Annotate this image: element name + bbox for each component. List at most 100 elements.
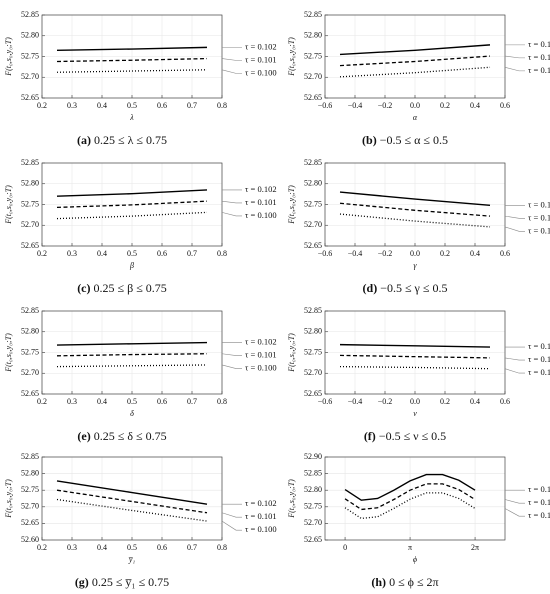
legend-label: τ = 0.101 [528,212,550,222]
y-tick-label: 52.65 [21,518,39,527]
x-axis-label: ν [413,409,417,418]
legend-label: τ = 0.101 [528,354,550,364]
x-axis-label: y̅₁ [128,555,136,564]
x-tick-label: −0.2 [378,249,393,258]
series-line [56,200,208,209]
series-line [56,46,208,51]
leader-line [504,508,525,517]
y-tick-label: 52.70 [21,368,39,377]
caption: (e) 0.25 ≤ δ ≤ 0.75 [77,429,166,443]
leader-line [221,58,242,61]
leader-line [221,364,242,369]
legend-label: τ = 0.101 [528,497,550,507]
series-line [339,354,491,359]
x-tick-label: 0.6 [500,397,510,406]
series-line [56,57,208,63]
x-tick-label: 0.0 [410,397,420,406]
series-line [344,492,476,520]
y-tick-label: 52.75 [304,199,322,208]
x-tick-label: −0.2 [378,397,393,406]
y-tick-label: 52.80 [304,179,322,188]
caption-label: (c) [77,281,90,295]
y-tick-label: 52.70 [304,72,322,81]
plot-frame [41,310,223,395]
x-axis-label: ϕ [413,555,417,564]
panel: 52.65 52.70 52.75 52.80 52.85 0.2 0.3 0.4 0.5 0.6… [4,10,277,147]
legend-label: τ = 0.102 [528,484,550,494]
y-tick-label: 52.65 [304,389,322,398]
caption-label: (b) [362,133,377,147]
x-tick-label: 0.3 [67,543,77,552]
x-tick-label: 0.6 [157,543,167,552]
x-tick-label: −0.4 [348,101,363,110]
y-axis-label: F(t₀,s₀,y₀;T) [287,185,296,225]
legend-label: τ = 0.100 [528,65,550,75]
legend-label: τ = 0.100 [528,510,550,520]
caption-text: 0.25 ≤ y̅₁ ≤ 0.75 [92,575,169,589]
legend-label: τ = 0.100 [245,524,277,534]
legend-label: τ = 0.102 [245,184,277,194]
series-line [339,343,491,348]
y-tick-label: 52.70 [21,72,39,81]
y-tick-label: 52.75 [21,199,39,208]
legend-label: τ = 0.100 [245,67,277,77]
series-line [339,213,491,228]
x-tick-label: 0.2 [37,249,47,258]
x-tick-label: 0.4 [97,101,107,110]
x-tick-label: 0.6 [500,249,510,258]
caption-label: (a) [77,133,91,147]
leader-line [504,226,525,232]
y-axis-label: F(t₀,s₀,y₀;T) [4,185,13,225]
x-axis-label: β [129,261,134,270]
x-tick-label: 0.6 [157,397,167,406]
x-tick-label: 0.0 [410,101,420,110]
legend-label: τ = 0.102 [245,336,277,346]
y-axis-label: F(t₀,s₀,y₀;T) [287,333,296,373]
y-tick-label: 52.85 [21,10,39,19]
y-tick-label: 52.65 [304,535,322,544]
x-tick-label: −0.6 [318,249,333,258]
series-line [56,341,208,346]
caption-text: −0.5 ≤ γ ≤ 0.5 [380,281,447,295]
caption: (h) 0 ≤ ϕ ≤ 2π [371,575,438,589]
x-tick-label: 0.7 [187,397,197,406]
legend-label: τ = 0.102 [245,498,277,508]
series-line [56,489,208,514]
x-tick-label: 0.6 [500,101,510,110]
y-tick-label: 52.65 [21,389,39,398]
x-tick-label: 0.4 [470,249,480,258]
panel: 52.65 52.70 52.75 52.80 52.85 −0.6 −0.4 −0.2 0.0… [287,306,550,443]
y-tick-label: 52.75 [21,485,39,494]
legend-label: τ = 0.102 [528,199,550,209]
y-axis-label: F(t₀,s₀,y₀;T) [4,37,13,77]
series-line [339,55,491,67]
plot-frame [324,162,506,247]
caption: (g) 0.25 ≤ y̅₁ ≤ 0.75 [75,575,169,589]
y-tick-label: 52.65 [304,241,322,250]
series-line [56,498,208,522]
y-axis-label: F(t₀,s₀,y₀;T) [287,479,296,519]
series-line [56,69,208,73]
y-axis-label: F(t₀,s₀,y₀;T) [4,333,13,373]
y-tick-label: 52.60 [21,535,39,544]
leader-line [504,55,525,59]
y-tick-label: 52.80 [304,327,322,336]
x-tick-label: 0.6 [157,101,167,110]
y-tick-label: 52.80 [21,31,39,40]
caption-label: (f) [364,429,376,443]
leader-line [504,499,525,504]
caption-text: 0.25 ≤ β ≤ 0.75 [94,281,167,295]
series-line [339,365,491,370]
leader-line [504,66,525,72]
y-tick-label: 52.80 [304,31,322,40]
x-tick-label: 0.4 [97,543,107,552]
series-line [56,189,208,197]
legend-label: τ = 0.102 [245,41,277,51]
x-tick-label: 0.7 [187,543,197,552]
y-tick-label: 52.80 [21,468,39,477]
x-tick-label: 0 [343,543,347,552]
x-tick-label: 0.6 [157,249,167,258]
x-tick-label: 0.5 [127,543,137,552]
y-tick-label: 52.85 [21,158,39,167]
